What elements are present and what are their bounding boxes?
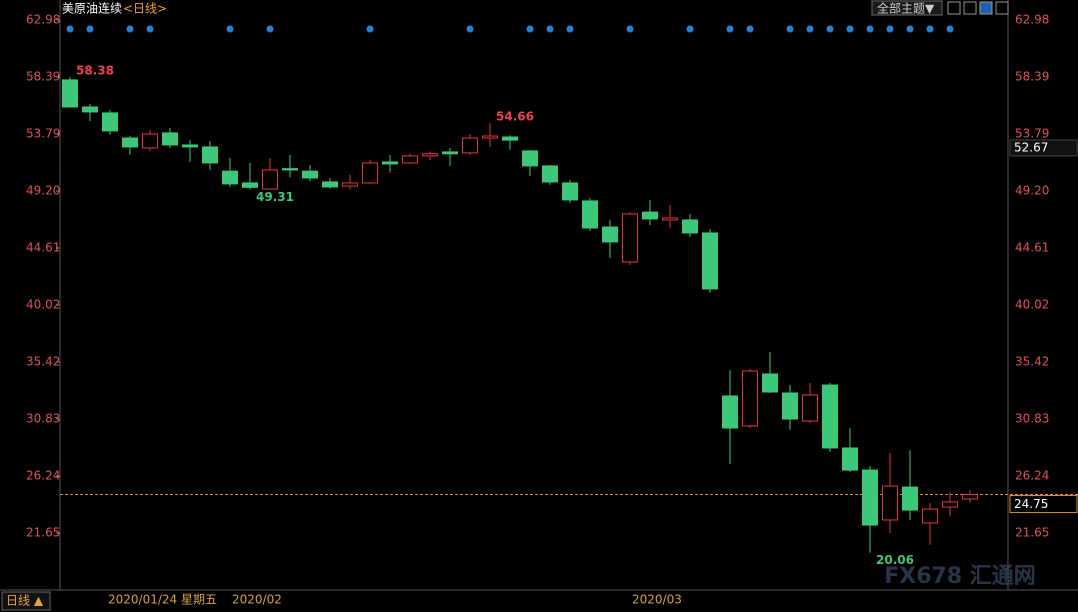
candle-body [902,486,918,511]
y2-tick-label: 35.42 [1015,355,1049,369]
y-tick-label: 49.20 [26,184,60,198]
candle-body [662,217,678,221]
candle-body [262,169,278,190]
candle-body [62,79,78,108]
y2-tick-label: 62.98 [1015,12,1049,26]
y-tick-label: 62.98 [26,12,60,26]
y2-tick-label: 30.83 [1015,412,1049,426]
candle-body [282,168,298,171]
candle-body [542,165,558,183]
icon[interactable] [995,1,1009,15]
candle-body [962,494,978,500]
candle-body [142,133,158,149]
candle-body [402,155,418,164]
y-tick-label: 26.24 [26,469,60,483]
candle-body [162,132,178,146]
marker-price-box [1009,139,1078,157]
extreme-label: 20.06 [876,553,914,567]
candle-body [782,392,798,420]
candle-body [742,370,758,427]
y-tick-label: 58.39 [26,69,60,83]
extreme-label: 49.31 [256,190,294,204]
candle-body [842,447,858,471]
y-tick-label: 53.79 [26,127,60,141]
candle-body [522,150,538,167]
candle-body [442,151,458,155]
candle-body [202,146,218,164]
chart-subtitle: <日线> [123,2,167,16]
candle-body [882,485,898,521]
candle-body [922,508,938,524]
period-tab-box[interactable] [1,591,51,611]
y-tick-label: 44.61 [26,240,60,254]
candle-body [562,182,578,201]
x-tick-label: 2020/02 [232,593,282,607]
extreme-label: 58.38 [76,64,114,78]
y2-tick-label: 40.02 [1015,297,1049,311]
candle-body [682,219,698,234]
icon[interactable] [947,1,961,15]
candle-body [302,170,318,179]
icon[interactable] [979,1,993,15]
last-price-label: 24.75 [1014,497,1048,511]
candle-body [102,112,118,132]
period-tab[interactable]: 日线 ▲ [6,594,44,608]
candle-body [622,213,638,263]
candle-body [762,373,778,393]
icon[interactable] [963,1,977,15]
candle-body [502,136,518,141]
x-tick-label: 2020/03 [632,593,682,607]
candle-body [122,137,138,148]
theme-button[interactable]: 全部主题▼ [877,1,935,16]
candle-body [582,200,598,229]
candle-body [642,211,658,220]
candle-body [382,161,398,165]
y2-tick-label: 26.24 [1015,469,1049,483]
y2-tick-label: 58.39 [1015,69,1049,83]
y2-tick-label: 44.61 [1015,240,1049,254]
candle-body [722,395,738,429]
marker-price-label: 52.67 [1014,140,1048,154]
candle-body [422,153,438,157]
y2-tick-label: 21.65 [1015,526,1049,540]
toolbar-icons[interactable] [947,1,1009,15]
candle-body [802,394,818,422]
candle-body [602,226,618,243]
candle-body [182,144,198,148]
candle-body [822,384,838,449]
candle-body [362,162,378,184]
candle-body [222,170,238,185]
cursor-date: 2020/01/24 星期五 [108,593,217,607]
y2-tick-label: 53.79 [1015,127,1049,141]
candle-body [462,137,478,154]
candle-body [82,106,98,113]
extreme-label: 54.66 [496,110,534,124]
y-tick-label: 35.42 [26,355,60,369]
chart-title: 美原油连续 [62,1,122,16]
candle-body [342,182,358,187]
candle-body [242,182,258,188]
candle-body [702,232,718,290]
y-tick-label: 40.02 [26,297,60,311]
y-tick-label: 30.83 [26,412,60,426]
last-price-box [1009,495,1078,514]
candle-body [322,181,338,188]
candle-body [862,469,878,526]
y-tick-label: 21.65 [26,526,60,540]
event-dots [66,25,954,33]
y2-tick-label: 49.20 [1015,184,1049,198]
candle-body [942,501,958,508]
watermark: FX678 汇通网 [884,564,1036,589]
theme-button-box[interactable] [871,0,943,16]
candle-body [482,135,498,139]
